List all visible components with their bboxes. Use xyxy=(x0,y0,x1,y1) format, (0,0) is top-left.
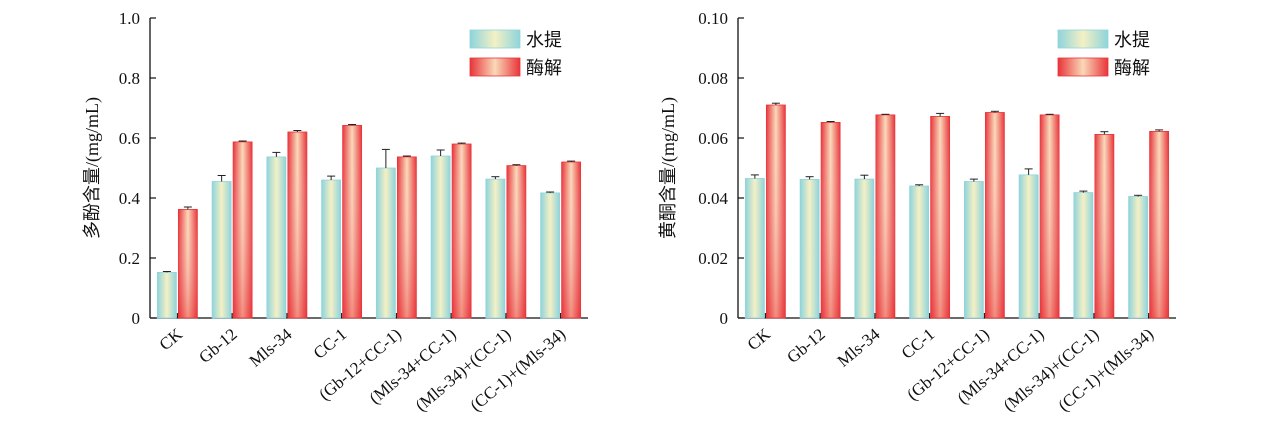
bar-shade xyxy=(506,165,526,318)
bar-shade xyxy=(178,209,198,318)
x-tick-label: (CC-1)+(Mls-34) xyxy=(466,325,569,416)
y-tick-label: 1.0 xyxy=(119,9,140,28)
y-tick-label: 0.06 xyxy=(698,129,728,148)
bar xyxy=(909,185,930,319)
x-tick-label: CK xyxy=(744,324,775,354)
x-tick-label: CC-1 xyxy=(310,325,350,363)
bar-shade xyxy=(1040,114,1060,319)
x-tick-label: Gb-12 xyxy=(783,325,829,367)
bar xyxy=(156,271,177,319)
bar-shade xyxy=(342,125,362,319)
bar-shade xyxy=(985,112,1005,318)
y-axis-title: 黄酮含量/(mg/mL) xyxy=(658,97,679,239)
bar xyxy=(1018,174,1039,319)
legend-swatch xyxy=(1057,57,1109,77)
bar-shade xyxy=(452,144,472,318)
bar-shade xyxy=(875,114,895,319)
bar xyxy=(744,178,765,319)
y-tick-label: 0.08 xyxy=(698,69,728,88)
legend-label: 酶解 xyxy=(1114,58,1150,78)
x-tick-label: Mls-34 xyxy=(246,324,296,370)
chart-1: 0 0.2 0.4 0.6 0.8 1.0 多酚含量/(mg/mL) CK Gb-12 Mls-3… xyxy=(82,9,588,415)
y-axis-title: 多酚含量/(mg/mL) xyxy=(82,97,103,239)
y-tick-label: 0.4 xyxy=(119,189,141,208)
bar xyxy=(485,178,506,319)
bar xyxy=(799,178,820,319)
legend-label: 酶解 xyxy=(526,58,562,78)
x-tick-label: CC-1 xyxy=(898,325,938,363)
y-tick-label: 0 xyxy=(720,309,729,328)
y-tick-label: 0.8 xyxy=(119,69,140,88)
y-tick-label: 0.2 xyxy=(119,249,140,268)
x-tick-label: Gb-12 xyxy=(195,325,240,367)
legend-label: 水提 xyxy=(1114,30,1150,50)
bar-shade xyxy=(766,105,786,318)
legend-swatch xyxy=(1057,29,1109,49)
x-tick-label: (CC-1)+(Mls-34) xyxy=(1054,325,1157,416)
y-tick-label: 0.04 xyxy=(698,189,728,208)
legend-swatch xyxy=(469,57,521,77)
y-tick-label: 0 xyxy=(132,309,141,328)
bar-shade xyxy=(821,122,841,319)
bar xyxy=(1073,192,1094,319)
y-tick-label: 0.02 xyxy=(698,249,728,268)
bar xyxy=(854,178,875,319)
bar xyxy=(963,181,984,319)
bar-shade xyxy=(930,116,950,319)
bar xyxy=(430,155,451,319)
x-tick-label: CK xyxy=(156,324,187,354)
bar xyxy=(211,181,232,319)
bar xyxy=(321,179,342,319)
bar xyxy=(375,167,396,319)
legend-label: 水提 xyxy=(526,30,562,50)
chart-2: 0 0.02 0.04 0.06 0.08 0.10 黄酮含量/(mg/mL) CK Gb-12… xyxy=(658,9,1176,415)
legend-swatch xyxy=(469,29,521,49)
x-tick-label: (Mls-34)+(CC-1) xyxy=(412,325,515,416)
y-tick-label: 0.10 xyxy=(698,9,728,28)
bar xyxy=(266,156,287,319)
bar-shade xyxy=(397,156,417,318)
x-tick-label: (Mls-34)+(CC-1) xyxy=(1000,325,1103,416)
x-tick-label: Mls-34 xyxy=(834,324,884,370)
bar-shade xyxy=(1149,131,1169,318)
bar xyxy=(540,192,561,319)
bar-shade xyxy=(1094,134,1114,318)
bar-shade xyxy=(287,132,307,318)
bar-shade xyxy=(561,162,581,318)
bar xyxy=(1128,196,1149,319)
bar-shade xyxy=(233,141,253,318)
y-tick-label: 0.6 xyxy=(119,129,140,148)
